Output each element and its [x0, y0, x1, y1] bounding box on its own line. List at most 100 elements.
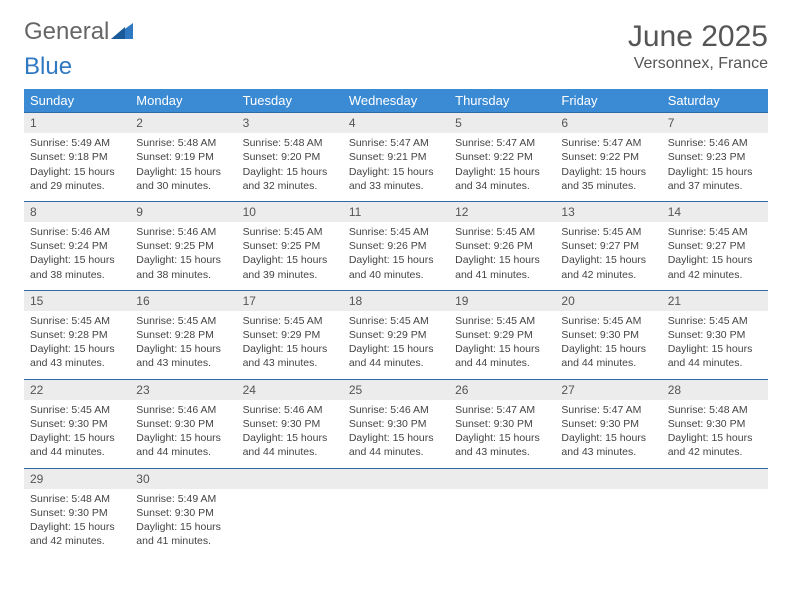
- daylight-line: Daylight: 15 hours and 44 minutes.: [136, 431, 230, 459]
- sunrise-line: Sunrise: 5:46 AM: [243, 403, 337, 417]
- sunset-line: Sunset: 9:28 PM: [136, 328, 230, 342]
- calendar-cell: 1Sunrise: 5:49 AMSunset: 9:18 PMDaylight…: [24, 112, 130, 201]
- day-content: Sunrise: 5:45 AMSunset: 9:26 PMDaylight:…: [343, 222, 449, 290]
- day-number: 6: [555, 112, 661, 133]
- day-content-empty: [237, 489, 343, 550]
- calendar-cell: 22Sunrise: 5:45 AMSunset: 9:30 PMDayligh…: [24, 379, 130, 468]
- day-number: 18: [343, 290, 449, 311]
- sunset-line: Sunset: 9:25 PM: [243, 239, 337, 253]
- day-number: 24: [237, 379, 343, 400]
- day-number: 1: [24, 112, 130, 133]
- day-content: Sunrise: 5:46 AMSunset: 9:30 PMDaylight:…: [237, 400, 343, 468]
- day-number-empty: [343, 468, 449, 489]
- calendar-cell: 16Sunrise: 5:45 AMSunset: 9:28 PMDayligh…: [130, 290, 236, 379]
- calendar-week-row: 29Sunrise: 5:48 AMSunset: 9:30 PMDayligh…: [24, 468, 768, 557]
- sunrise-line: Sunrise: 5:48 AM: [136, 136, 230, 150]
- day-number: 19: [449, 290, 555, 311]
- calendar-cell: 29Sunrise: 5:48 AMSunset: 9:30 PMDayligh…: [24, 468, 130, 557]
- day-content: Sunrise: 5:49 AMSunset: 9:30 PMDaylight:…: [130, 489, 236, 557]
- calendar-cell: 30Sunrise: 5:49 AMSunset: 9:30 PMDayligh…: [130, 468, 236, 557]
- daylight-line: Daylight: 15 hours and 39 minutes.: [243, 253, 337, 281]
- day-content: Sunrise: 5:45 AMSunset: 9:29 PMDaylight:…: [449, 311, 555, 379]
- day-number: 7: [662, 112, 768, 133]
- day-content: Sunrise: 5:46 AMSunset: 9:23 PMDaylight:…: [662, 133, 768, 201]
- daylight-line: Daylight: 15 hours and 44 minutes.: [668, 342, 762, 370]
- weekday-header: Saturday: [662, 89, 768, 112]
- day-content: Sunrise: 5:45 AMSunset: 9:25 PMDaylight:…: [237, 222, 343, 290]
- day-number: 15: [24, 290, 130, 311]
- sunrise-line: Sunrise: 5:45 AM: [668, 314, 762, 328]
- day-content: Sunrise: 5:46 AMSunset: 9:30 PMDaylight:…: [343, 400, 449, 468]
- daylight-line: Daylight: 15 hours and 43 minutes.: [30, 342, 124, 370]
- logo-text-2: Blue: [24, 55, 72, 79]
- daylight-line: Daylight: 15 hours and 42 minutes.: [668, 253, 762, 281]
- day-content: Sunrise: 5:48 AMSunset: 9:19 PMDaylight:…: [130, 133, 236, 201]
- daylight-line: Daylight: 15 hours and 38 minutes.: [136, 253, 230, 281]
- daylight-line: Daylight: 15 hours and 44 minutes.: [349, 342, 443, 370]
- day-content: Sunrise: 5:46 AMSunset: 9:30 PMDaylight:…: [130, 400, 236, 468]
- sunset-line: Sunset: 9:30 PM: [668, 417, 762, 431]
- sunset-line: Sunset: 9:29 PM: [243, 328, 337, 342]
- calendar-cell: 3Sunrise: 5:48 AMSunset: 9:20 PMDaylight…: [237, 112, 343, 201]
- day-number: 20: [555, 290, 661, 311]
- calendar-cell: 6Sunrise: 5:47 AMSunset: 9:22 PMDaylight…: [555, 112, 661, 201]
- day-number: 5: [449, 112, 555, 133]
- day-content: Sunrise: 5:47 AMSunset: 9:30 PMDaylight:…: [555, 400, 661, 468]
- daylight-line: Daylight: 15 hours and 44 minutes.: [349, 431, 443, 459]
- day-number: 29: [24, 468, 130, 489]
- calendar-cell: 26Sunrise: 5:47 AMSunset: 9:30 PMDayligh…: [449, 379, 555, 468]
- sunset-line: Sunset: 9:30 PM: [455, 417, 549, 431]
- day-content: Sunrise: 5:45 AMSunset: 9:30 PMDaylight:…: [662, 311, 768, 379]
- calendar-table: SundayMondayTuesdayWednesdayThursdayFrid…: [24, 89, 768, 556]
- month-title: June 2025: [628, 20, 768, 53]
- sunset-line: Sunset: 9:18 PM: [30, 150, 124, 164]
- sunset-line: Sunset: 9:22 PM: [561, 150, 655, 164]
- day-number: 21: [662, 290, 768, 311]
- calendar-cell: 4Sunrise: 5:47 AMSunset: 9:21 PMDaylight…: [343, 112, 449, 201]
- day-number: 26: [449, 379, 555, 400]
- calendar-cell: 12Sunrise: 5:45 AMSunset: 9:26 PMDayligh…: [449, 201, 555, 290]
- calendar-cell: [555, 468, 661, 557]
- calendar-cell: [449, 468, 555, 557]
- calendar-cell: 8Sunrise: 5:46 AMSunset: 9:24 PMDaylight…: [24, 201, 130, 290]
- sunset-line: Sunset: 9:23 PM: [668, 150, 762, 164]
- calendar-cell: 9Sunrise: 5:46 AMSunset: 9:25 PMDaylight…: [130, 201, 236, 290]
- daylight-line: Daylight: 15 hours and 32 minutes.: [243, 165, 337, 193]
- sunrise-line: Sunrise: 5:45 AM: [561, 314, 655, 328]
- day-number: 16: [130, 290, 236, 311]
- calendar-cell: 23Sunrise: 5:46 AMSunset: 9:30 PMDayligh…: [130, 379, 236, 468]
- day-content: Sunrise: 5:47 AMSunset: 9:22 PMDaylight:…: [449, 133, 555, 201]
- day-number: 22: [24, 379, 130, 400]
- daylight-line: Daylight: 15 hours and 38 minutes.: [30, 253, 124, 281]
- daylight-line: Daylight: 15 hours and 29 minutes.: [30, 165, 124, 193]
- sunrise-line: Sunrise: 5:46 AM: [136, 225, 230, 239]
- sunset-line: Sunset: 9:30 PM: [243, 417, 337, 431]
- sunset-line: Sunset: 9:27 PM: [561, 239, 655, 253]
- day-content: Sunrise: 5:48 AMSunset: 9:20 PMDaylight:…: [237, 133, 343, 201]
- sunrise-line: Sunrise: 5:47 AM: [561, 136, 655, 150]
- day-content: Sunrise: 5:49 AMSunset: 9:18 PMDaylight:…: [24, 133, 130, 201]
- daylight-line: Daylight: 15 hours and 33 minutes.: [349, 165, 443, 193]
- sunrise-line: Sunrise: 5:45 AM: [455, 225, 549, 239]
- calendar-cell: [343, 468, 449, 557]
- day-number-empty: [662, 468, 768, 489]
- sunset-line: Sunset: 9:26 PM: [349, 239, 443, 253]
- daylight-line: Daylight: 15 hours and 30 minutes.: [136, 165, 230, 193]
- sunset-line: Sunset: 9:28 PM: [30, 328, 124, 342]
- day-content: Sunrise: 5:47 AMSunset: 9:22 PMDaylight:…: [555, 133, 661, 201]
- sunset-line: Sunset: 9:30 PM: [668, 328, 762, 342]
- sunset-line: Sunset: 9:27 PM: [668, 239, 762, 253]
- day-content: Sunrise: 5:47 AMSunset: 9:21 PMDaylight:…: [343, 133, 449, 201]
- calendar-cell: 25Sunrise: 5:46 AMSunset: 9:30 PMDayligh…: [343, 379, 449, 468]
- day-content: Sunrise: 5:47 AMSunset: 9:30 PMDaylight:…: [449, 400, 555, 468]
- weekday-header: Sunday: [24, 89, 130, 112]
- sunset-line: Sunset: 9:21 PM: [349, 150, 443, 164]
- weekday-header: Tuesday: [237, 89, 343, 112]
- sunrise-line: Sunrise: 5:48 AM: [30, 492, 124, 506]
- daylight-line: Daylight: 15 hours and 44 minutes.: [243, 431, 337, 459]
- sunset-line: Sunset: 9:29 PM: [455, 328, 549, 342]
- weekday-header-row: SundayMondayTuesdayWednesdayThursdayFrid…: [24, 89, 768, 112]
- day-content: Sunrise: 5:45 AMSunset: 9:28 PMDaylight:…: [24, 311, 130, 379]
- sunrise-line: Sunrise: 5:46 AM: [136, 403, 230, 417]
- day-number: 25: [343, 379, 449, 400]
